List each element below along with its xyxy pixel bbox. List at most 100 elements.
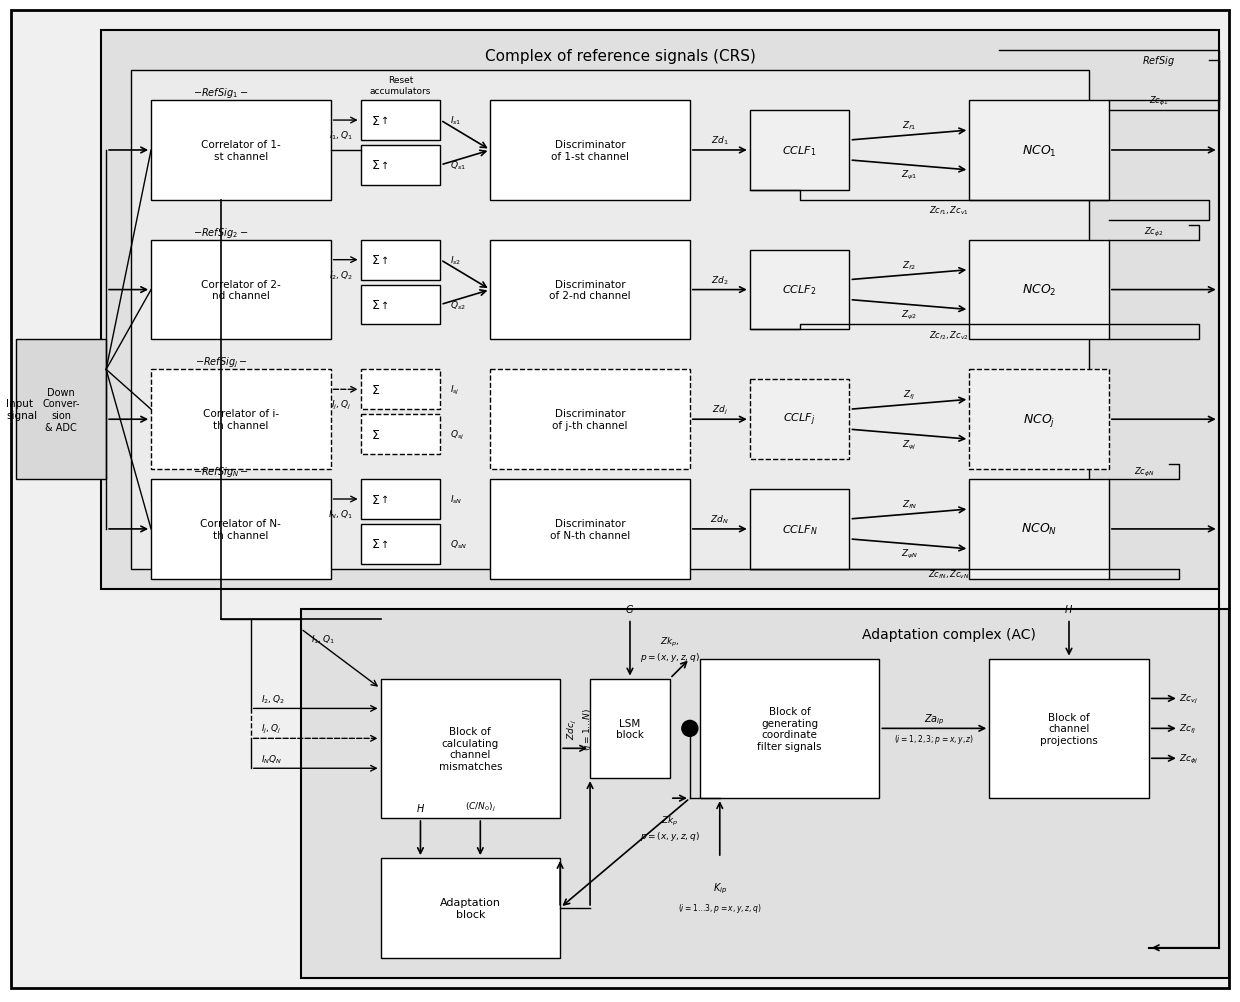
Bar	[590, 678, 670, 779]
Text: $-RefSig_j-$: $-RefSig_j-$	[195, 355, 247, 369]
Text: $H$: $H$	[415, 802, 425, 814]
Bar	[699, 659, 879, 799]
Bar	[990, 659, 1148, 799]
Bar	[361, 101, 440, 141]
Text: $I_{s2}$: $I_{s2}$	[450, 255, 461, 267]
Text: $I_N,Q_1$: $I_N,Q_1$	[329, 508, 353, 521]
Bar	[151, 480, 331, 579]
Text: $I_j,Q_j$: $I_j,Q_j$	[260, 722, 281, 735]
Circle shape	[682, 720, 698, 736]
Text: $Zd_2$: $Zd_2$	[711, 275, 729, 287]
Bar	[16, 340, 107, 480]
Text: $Zc_{f1},Zc_{v1}$: $Zc_{f1},Zc_{v1}$	[929, 204, 970, 216]
Text: Σ: Σ	[372, 159, 379, 172]
Bar	[131, 71, 1089, 569]
Text: $I_1,Q_1$: $I_1,Q_1$	[311, 632, 335, 645]
Bar	[381, 678, 560, 819]
Bar	[361, 240, 440, 281]
Text: ↑: ↑	[382, 116, 389, 126]
Bar	[490, 240, 689, 340]
Text: $Zc_{fj}$: $Zc_{fj}$	[1179, 722, 1197, 735]
Text: Block of
channel
projections: Block of channel projections	[1040, 712, 1097, 745]
Text: $I_2,Q_2$: $I_2,Q_2$	[260, 692, 285, 705]
Bar	[102, 31, 1219, 589]
Text: ↑: ↑	[382, 301, 389, 311]
Text: $Zc_{f2},Zc_{v2}$: $Zc_{f2},Zc_{v2}$	[929, 329, 970, 342]
Bar	[151, 240, 331, 340]
Text: $CCLF_N$: $CCLF_N$	[781, 522, 817, 536]
Text: $Q_{s2}$: $Q_{s2}$	[450, 299, 466, 312]
Bar	[361, 415, 440, 455]
Bar	[970, 240, 1109, 340]
Bar	[361, 146, 440, 185]
Text: Correlator of i-
th channel: Correlator of i- th channel	[203, 409, 279, 431]
Text: $I_{sj}$: $I_{sj}$	[450, 384, 460, 397]
Text: ↑: ↑	[382, 160, 389, 170]
Bar	[970, 370, 1109, 470]
Bar	[361, 286, 440, 326]
Bar	[361, 524, 440, 564]
Text: $I_{sN}$: $I_{sN}$	[450, 493, 463, 506]
Text: $Zc_{vj}$: $Zc_{vj}$	[1179, 692, 1198, 705]
Bar	[381, 858, 560, 958]
Text: Adaptation
block: Adaptation block	[440, 897, 501, 919]
Text: $I_1,Q_1$: $I_1,Q_1$	[329, 129, 352, 142]
Text: $-RefSig_N-$: $-RefSig_N-$	[193, 465, 249, 479]
Text: $Z_{f2}$: $Z_{f2}$	[903, 260, 916, 272]
Bar	[970, 101, 1109, 200]
Bar	[301, 609, 1229, 978]
Text: Discriminator
of 2-nd channel: Discriminator of 2-nd channel	[549, 280, 631, 301]
Text: Correlator of N-
th channel: Correlator of N- th channel	[201, 519, 281, 540]
Text: $Zc_{fN},Zc_{vN}$: $Zc_{fN},Zc_{vN}$	[929, 568, 970, 580]
Text: Σ: Σ	[372, 384, 379, 397]
Bar	[750, 111, 849, 190]
Text: ↑: ↑	[382, 256, 389, 266]
Text: $Zdc_j$
$(j=1\ldots N)$: $Zdc_j$ $(j=1\ldots N)$	[567, 707, 594, 750]
Text: Block of
generating
coordinate
filter signals: Block of generating coordinate filter si…	[758, 706, 822, 752]
Text: $Z_{fj}$: $Z_{fj}$	[903, 389, 915, 402]
Text: Correlator of 2-
nd channel: Correlator of 2- nd channel	[201, 280, 280, 301]
Text: Block of
calculating
channel
mismatches: Block of calculating channel mismatches	[439, 726, 502, 771]
Text: Σ: Σ	[372, 114, 379, 127]
Text: $Zk_p,$
$p=(x,y,z,q)$: $Zk_p,$ $p=(x,y,z,q)$	[640, 635, 699, 663]
Text: Σ: Σ	[372, 299, 379, 312]
Text: Complex of reference signals (CRS): Complex of reference signals (CRS)	[485, 49, 755, 64]
Text: $NCO_N$: $NCO_N$	[1021, 522, 1058, 537]
Text: $Z_{f1}$: $Z_{f1}$	[903, 119, 916, 132]
Bar	[750, 250, 849, 330]
Text: Σ: Σ	[372, 493, 379, 506]
Bar	[970, 480, 1109, 579]
Text: $NCO_j$: $NCO_j$	[1023, 411, 1055, 428]
Text: $CCLF_2$: $CCLF_2$	[782, 284, 817, 298]
Text: Correlator of 1-
st channel: Correlator of 1- st channel	[201, 140, 280, 161]
Text: Adaptation complex (AC): Adaptation complex (AC)	[862, 627, 1037, 641]
Text: $(C/N_0)_j$: $(C/N_0)_j$	[465, 801, 496, 814]
Text: $Zc_{\phi N}$: $Zc_{\phi N}$	[1133, 465, 1154, 478]
Bar	[750, 490, 849, 569]
Text: $I_j,Q_j$: $I_j,Q_j$	[331, 399, 351, 412]
Text: Down
Conver-
sion
& ADC: Down Conver- sion & ADC	[42, 388, 81, 432]
Bar	[490, 370, 689, 470]
Text: $Zc_{\phi 1}$: $Zc_{\phi 1}$	[1149, 94, 1168, 107]
Text: $CCLF_1$: $CCLF_1$	[782, 144, 817, 157]
Text: $Zc_{\phi j}$: $Zc_{\phi j}$	[1179, 752, 1198, 766]
Text: ↑: ↑	[382, 495, 389, 504]
Text: $Z_{\psi 2}$: $Z_{\psi 2}$	[901, 309, 918, 322]
Text: $(i=1\ldots 3,p=x,y,z,q)$: $(i=1\ldots 3,p=x,y,z,q)$	[678, 902, 761, 915]
Bar	[361, 370, 440, 410]
Text: Reset
accumulators: Reset accumulators	[370, 76, 432, 96]
Text: $I_NQ_N$: $I_NQ_N$	[260, 753, 283, 765]
Text: $Z_{\psi N}$: $Z_{\psi N}$	[900, 548, 918, 561]
Bar	[750, 380, 849, 460]
Bar	[490, 480, 689, 579]
Text: $-RefSig_2-$: $-RefSig_2-$	[193, 225, 248, 239]
Text: $RefSig$: $RefSig$	[1142, 54, 1176, 68]
Text: Discriminator
of N-th channel: Discriminator of N-th channel	[551, 519, 630, 540]
Text: Σ: Σ	[372, 538, 379, 551]
Text: $Zc_{\phi 2}$: $Zc_{\phi 2}$	[1145, 226, 1163, 239]
Bar	[151, 101, 331, 200]
Bar	[490, 101, 689, 200]
Text: $I_{s1}$: $I_{s1}$	[450, 114, 461, 127]
Text: Σ: Σ	[372, 428, 379, 441]
Text: $Zd_1$: $Zd_1$	[711, 134, 729, 147]
